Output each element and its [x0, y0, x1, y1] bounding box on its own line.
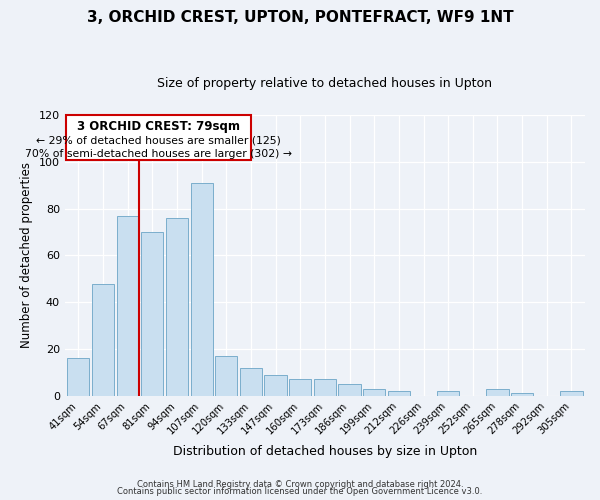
Bar	[289, 380, 311, 396]
Bar	[363, 388, 385, 396]
Text: Contains public sector information licensed under the Open Government Licence v3: Contains public sector information licen…	[118, 488, 482, 496]
Bar	[437, 391, 459, 396]
Text: 3, ORCHID CREST, UPTON, PONTEFRACT, WF9 1NT: 3, ORCHID CREST, UPTON, PONTEFRACT, WF9 …	[86, 10, 514, 25]
Y-axis label: Number of detached properties: Number of detached properties	[20, 162, 33, 348]
Text: 3 ORCHID CREST: 79sqm: 3 ORCHID CREST: 79sqm	[77, 120, 240, 134]
Bar	[388, 391, 410, 396]
Bar	[338, 384, 361, 396]
X-axis label: Distribution of detached houses by size in Upton: Distribution of detached houses by size …	[173, 444, 477, 458]
Bar	[265, 374, 287, 396]
Bar	[166, 218, 188, 396]
Bar	[314, 380, 336, 396]
Bar	[191, 183, 212, 396]
Title: Size of property relative to detached houses in Upton: Size of property relative to detached ho…	[157, 78, 493, 90]
Bar	[215, 356, 238, 396]
Bar	[67, 358, 89, 396]
Bar	[511, 394, 533, 396]
Text: Contains HM Land Registry data © Crown copyright and database right 2024.: Contains HM Land Registry data © Crown c…	[137, 480, 463, 489]
Bar	[560, 391, 583, 396]
Bar	[92, 284, 114, 396]
Bar	[141, 232, 163, 396]
Bar	[487, 388, 509, 396]
Bar	[240, 368, 262, 396]
Text: ← 29% of detached houses are smaller (125): ← 29% of detached houses are smaller (12…	[36, 136, 281, 146]
FancyBboxPatch shape	[66, 116, 251, 160]
Text: 70% of semi-detached houses are larger (302) →: 70% of semi-detached houses are larger (…	[25, 149, 292, 159]
Bar	[116, 216, 139, 396]
